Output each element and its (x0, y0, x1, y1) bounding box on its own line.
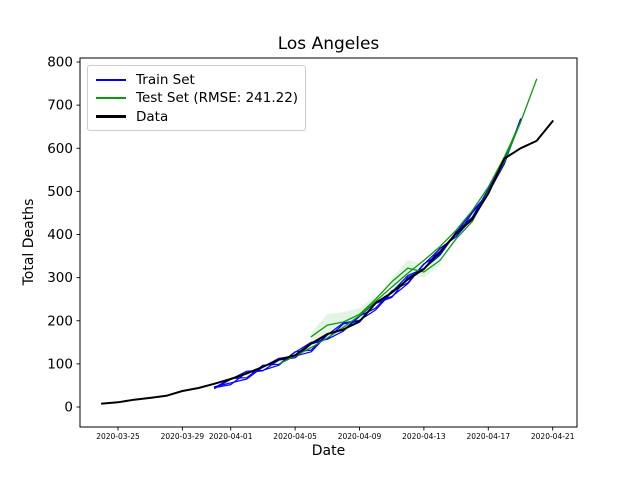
legend-label-train: Train Set (136, 72, 195, 89)
axes-frame (79, 57, 578, 428)
series-line-train-set-3 (214, 118, 522, 388)
x-tick-label: 2020-04-05 (273, 432, 317, 441)
series-line-train-set-2 (214, 120, 522, 389)
x-tick-label: 2020-04-09 (338, 432, 382, 441)
y-tick-label: 800 (47, 55, 73, 71)
train-line-swatch (96, 79, 126, 82)
y-tick-label: 200 (47, 313, 73, 329)
x-tick-label: 2020-03-25 (96, 432, 140, 441)
series-line-test-set-1 (310, 78, 538, 338)
y-tick-label: 600 (47, 141, 73, 157)
series-line-train-set-1 (214, 119, 522, 389)
y-tick-label: 100 (47, 356, 73, 372)
legend-item-test-set: Test Set (RMSE: 241.22) (96, 89, 299, 107)
legend-label-test: Test Set (RMSE: 241.22) (136, 90, 299, 107)
x-tick-label: 2020-04-21 (531, 432, 575, 441)
y-tick-label: 500 (47, 184, 73, 200)
test-line-swatch (96, 97, 126, 100)
legend-item-train-set: Train Set (96, 71, 297, 89)
legend-label-data: Data (136, 108, 169, 125)
x-tick-label: 2020-04-17 (467, 432, 511, 441)
series-line-train-set-4 (214, 120, 522, 390)
y-tick-label: 700 (47, 98, 73, 114)
y-tick-label: 400 (47, 227, 73, 243)
x-tick-label: 2020-04-01 (209, 432, 253, 441)
legend-item-data: Data (96, 108, 297, 126)
x-tick-label: 2020-04-13 (402, 432, 446, 441)
x-axis-label: Date (311, 443, 346, 459)
y-axis-label: Total Deaths (21, 198, 37, 286)
data-line-swatch (96, 115, 126, 119)
x-tick-label: 2020-03-29 (161, 432, 205, 441)
chart-title: Los Angeles (277, 34, 380, 54)
legend: Train Set Test Set (RMSE: 241.22) Data (87, 65, 306, 131)
test-confidence-band-1 (311, 295, 376, 344)
y-tick-label: 0 (64, 400, 73, 416)
series-line-data (100, 120, 554, 405)
y-tick-label: 300 (47, 270, 73, 286)
series-line-test-set-2 (278, 121, 522, 365)
